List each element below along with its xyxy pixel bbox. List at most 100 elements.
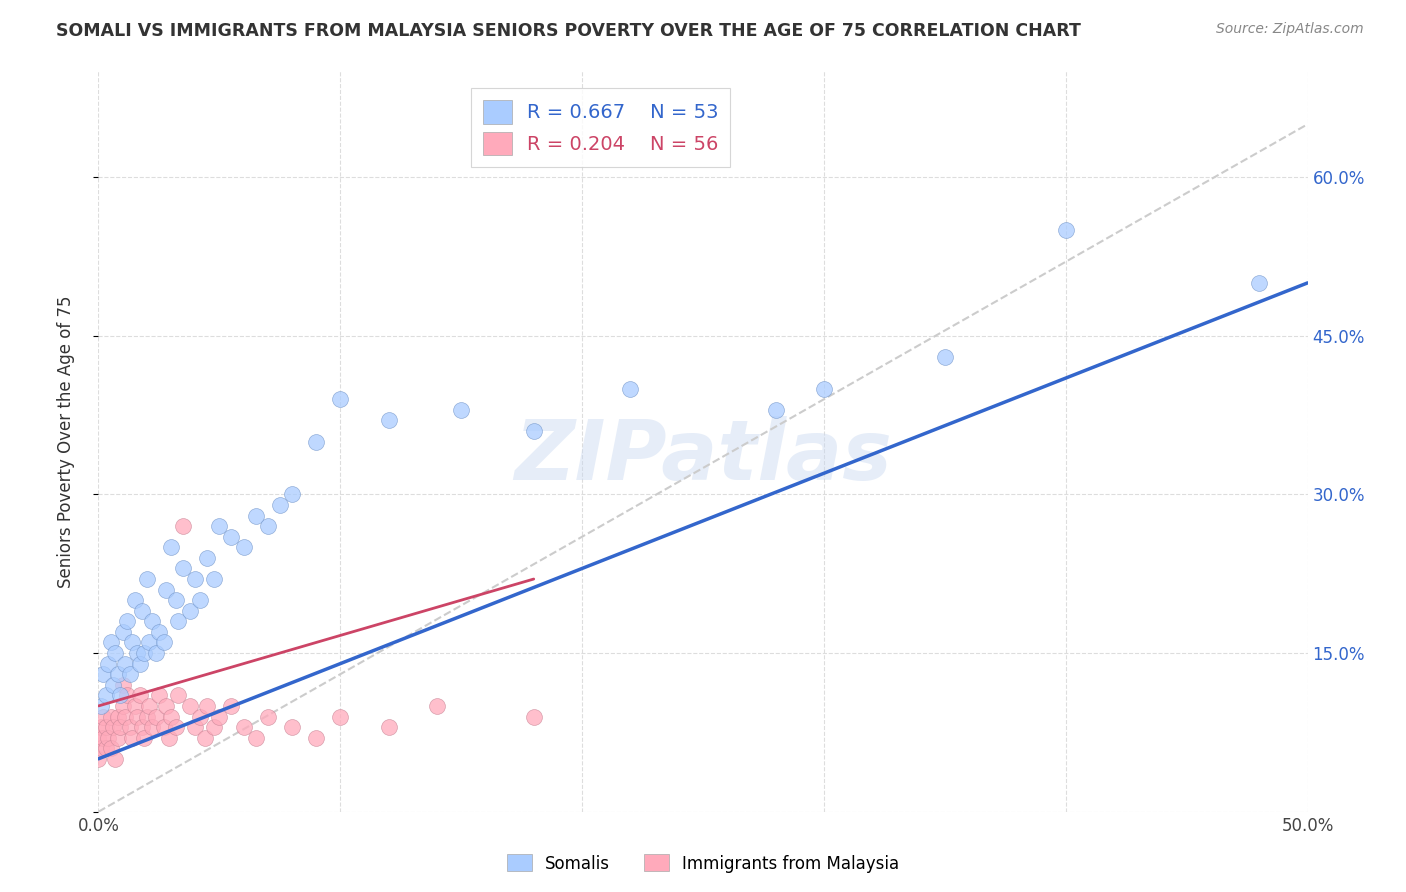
Point — [184, 572, 207, 586]
Point — [127, 709, 149, 723]
Point — [172, 561, 194, 575]
Point — [128, 689, 150, 703]
Point — [152, 635, 174, 649]
Point — [107, 667, 129, 681]
Point — [281, 720, 304, 734]
Text: SOMALI VS IMMIGRANTS FROM MALAYSIA SENIORS POVERTY OVER THE AGE OF 75 CORRELATIO: SOMALI VS IMMIGRANTS FROM MALAYSIA SENIO… — [56, 22, 1081, 40]
Point — [619, 382, 641, 396]
Legend: Somalis, Immigrants from Malaysia: Somalis, Immigrants from Malaysia — [501, 847, 905, 880]
Point — [97, 657, 120, 671]
Point — [134, 646, 156, 660]
Point — [117, 615, 139, 629]
Point — [111, 698, 134, 713]
Point — [104, 646, 127, 660]
Point — [221, 530, 243, 544]
Point — [167, 615, 190, 629]
Point — [104, 752, 127, 766]
Text: Source: ZipAtlas.com: Source: ZipAtlas.com — [1216, 22, 1364, 37]
Point — [305, 434, 328, 449]
Point — [377, 413, 399, 427]
Point — [90, 720, 112, 734]
Point — [124, 593, 146, 607]
Point — [269, 498, 291, 512]
Point — [87, 731, 110, 745]
Point — [305, 731, 328, 745]
Point — [94, 720, 117, 734]
Point — [138, 698, 160, 713]
Point — [232, 541, 254, 555]
Point — [245, 508, 267, 523]
Point — [94, 741, 117, 756]
Point — [101, 720, 124, 734]
Point — [179, 604, 201, 618]
Point — [141, 720, 163, 734]
Point — [256, 709, 278, 723]
Point — [184, 720, 207, 734]
Point — [141, 615, 163, 629]
Point — [256, 519, 278, 533]
Point — [91, 709, 114, 723]
Point — [97, 731, 120, 745]
Point — [111, 624, 134, 639]
Point — [167, 689, 190, 703]
Point — [165, 720, 187, 734]
Point — [107, 709, 129, 723]
Point — [114, 657, 136, 671]
Point — [329, 392, 352, 407]
Point — [118, 667, 141, 681]
Point — [450, 402, 472, 417]
Point — [155, 582, 177, 597]
Point — [121, 635, 143, 649]
Point — [195, 698, 218, 713]
Point — [114, 709, 136, 723]
Point — [208, 519, 231, 533]
Point — [157, 731, 180, 745]
Point — [179, 698, 201, 713]
Point — [813, 382, 835, 396]
Point — [165, 593, 187, 607]
Point — [232, 720, 254, 734]
Point — [117, 689, 139, 703]
Point — [377, 720, 399, 734]
Point — [145, 709, 167, 723]
Point — [148, 624, 170, 639]
Point — [124, 698, 146, 713]
Point — [128, 657, 150, 671]
Point — [134, 731, 156, 745]
Point — [194, 731, 217, 745]
Point — [208, 709, 231, 723]
Point — [160, 541, 183, 555]
Point — [90, 698, 112, 713]
Point — [523, 424, 546, 438]
Point — [121, 731, 143, 745]
Point — [127, 646, 149, 660]
Point — [91, 667, 114, 681]
Point — [426, 698, 449, 713]
Point — [172, 519, 194, 533]
Point — [245, 731, 267, 745]
Point — [100, 635, 122, 649]
Point — [107, 731, 129, 745]
Point — [138, 635, 160, 649]
Y-axis label: Seniors Poverty Over the Age of 75: Seniors Poverty Over the Age of 75 — [56, 295, 75, 588]
Point — [131, 720, 153, 734]
Point — [523, 709, 546, 723]
Point — [281, 487, 304, 501]
Point — [765, 402, 787, 417]
Point — [131, 604, 153, 618]
Point — [90, 741, 112, 756]
Point — [145, 646, 167, 660]
Legend: R = 0.667    N = 53, R = 0.204    N = 56: R = 0.667 N = 53, R = 0.204 N = 56 — [471, 88, 731, 167]
Point — [91, 731, 114, 745]
Point — [195, 550, 218, 565]
Point — [152, 720, 174, 734]
Text: ZIPatlas: ZIPatlas — [515, 416, 891, 497]
Point — [135, 709, 157, 723]
Point — [1054, 223, 1077, 237]
Point — [94, 689, 117, 703]
Point — [111, 678, 134, 692]
Point — [188, 709, 211, 723]
Point — [108, 720, 131, 734]
Point — [101, 678, 124, 692]
Point — [100, 741, 122, 756]
